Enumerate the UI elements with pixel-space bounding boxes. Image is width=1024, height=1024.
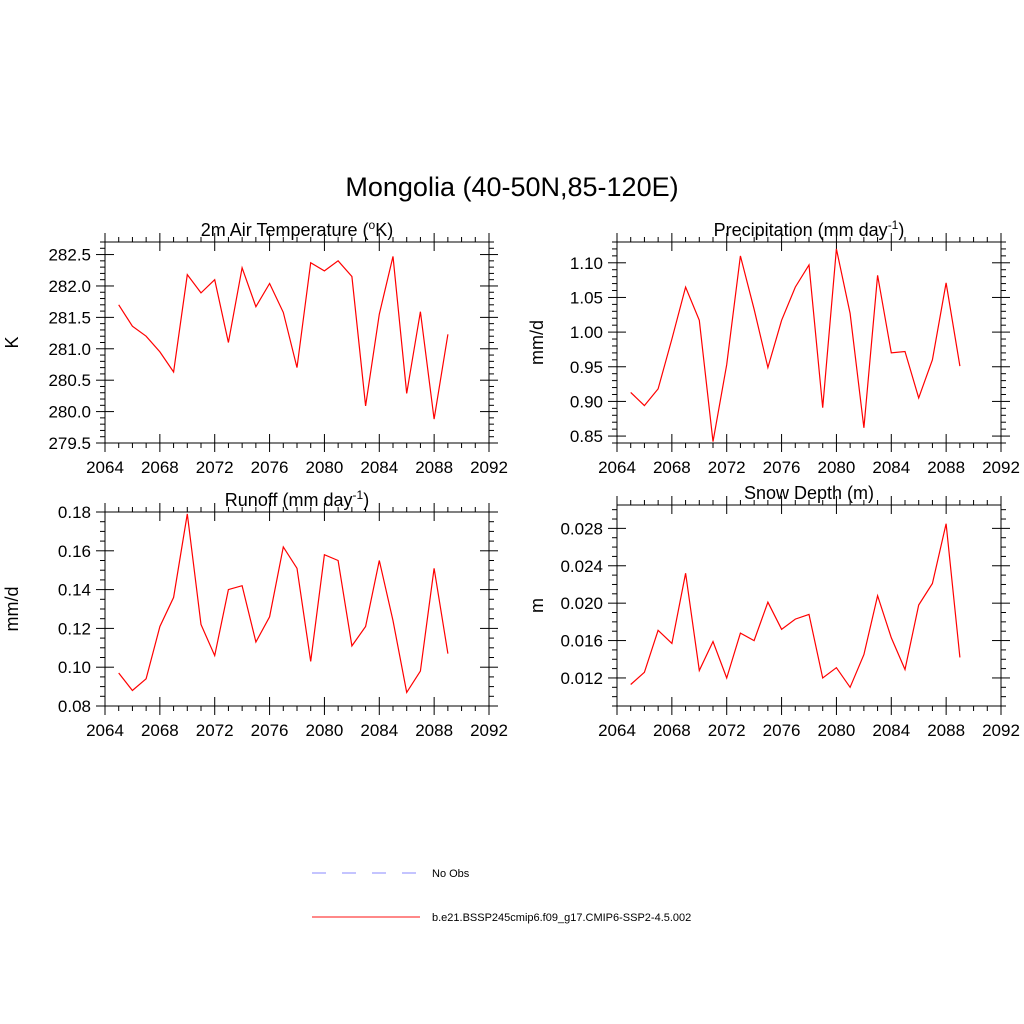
x-tick-label: 2080 — [818, 721, 856, 740]
chart-panel-2: 2064 2068 2072 2076 2080 2084 2088 2092 0.85 0.90… — [527, 218, 1020, 477]
panel-title-tail: K) — [375, 220, 393, 240]
chart-panels: 2064 2068 2072 2076 2080 2084 2088 2092 279.5 280… — [2, 218, 1020, 740]
figure-title: Mongolia (40-50N,85-120E) — [345, 172, 678, 202]
y-tick-label: 0.10 — [58, 658, 91, 677]
y-tick-label: 280.5 — [48, 371, 91, 390]
x-tick-label: 2092 — [982, 721, 1020, 740]
x-tick-label: 2088 — [415, 721, 453, 740]
series-line — [118, 256, 449, 420]
x-tick-label: 2084 — [360, 458, 398, 477]
x-tick-label: 2064 — [86, 721, 124, 740]
legend: No Obs b.e21.BSSP245cmip6.f09_g17.CMIP6-S… — [312, 868, 691, 924]
x-tick-label: 2076 — [251, 458, 289, 477]
legend-label-1: No Obs — [432, 868, 470, 880]
y-tick-label: 280.0 — [48, 403, 91, 422]
series-line — [118, 513, 449, 694]
series-line — [630, 523, 961, 689]
panel-title: Precipitation (mm day-1) — [714, 218, 905, 240]
x-tick-label: 2076 — [251, 721, 289, 740]
chart-panel-4: 2064 2068 2072 2076 2080 2084 2088 2092 0.012 0.0… — [527, 483, 1020, 740]
y-tick-label: 0.020 — [560, 594, 603, 613]
y-tick-label: 0.14 — [58, 581, 91, 600]
y-tick-label: 0.16 — [58, 542, 91, 561]
x-tick-label: 2064 — [598, 721, 636, 740]
y-tick-label: 281.5 — [48, 308, 91, 327]
legend-label-2: b.e21.BSSP245cmip6.f09_g17.CMIP6-SSP2-4.… — [432, 912, 691, 924]
y-axis-label: mm/d — [527, 320, 547, 365]
y-tick-label: 282.0 — [48, 277, 91, 296]
x-tick-label: 2076 — [763, 721, 801, 740]
y-tick-label: 0.12 — [58, 619, 91, 638]
panel-title-tail: ) — [898, 220, 904, 240]
panel-title-main: Snow Depth (m) — [744, 483, 874, 503]
x-tick-label: 2064 — [598, 458, 636, 477]
x-tick-label: 2076 — [763, 458, 801, 477]
x-tick-label: 2068 — [141, 721, 179, 740]
x-tick-label: 2092 — [470, 721, 508, 740]
y-tick-label: 0.016 — [560, 632, 603, 651]
y-tick-label: 0.08 — [58, 697, 91, 716]
x-tick-label: 2080 — [818, 458, 856, 477]
y-tick-label: 1.10 — [570, 254, 603, 273]
y-tick-label: 281.0 — [48, 340, 91, 359]
panel-title-superscript: -1 — [888, 218, 899, 232]
plot-frame — [616, 241, 1002, 444]
panel-title: 2m Air Temperature (oK) — [201, 218, 393, 240]
y-tick-label: 0.012 — [560, 669, 603, 688]
y-axis-label: m — [527, 598, 547, 613]
panel-title-superscript: o — [369, 218, 376, 232]
x-tick-label: 2084 — [872, 458, 910, 477]
x-tick-label: 2064 — [86, 458, 124, 477]
x-tick-label: 2084 — [872, 721, 910, 740]
y-tick-label: 0.95 — [570, 358, 603, 377]
panel-title: Runoff (mm day-1) — [225, 488, 369, 510]
x-tick-label: 2072 — [708, 721, 746, 740]
x-tick-label: 2072 — [196, 721, 234, 740]
y-axis-label: mm/d — [2, 587, 22, 632]
x-tick-label: 2084 — [360, 721, 398, 740]
panel-title: Snow Depth (m) — [744, 483, 874, 503]
plot-frame — [104, 241, 490, 444]
x-tick-label: 2072 — [708, 458, 746, 477]
chart-panel-1: 2064 2068 2072 2076 2080 2084 2088 2092 279.5 280… — [2, 218, 508, 477]
x-tick-label: 2068 — [141, 458, 179, 477]
y-axis-label: K — [2, 336, 22, 348]
panel-title-main: 2m Air Temperature ( — [201, 220, 369, 240]
y-tick-label: 279.5 — [48, 434, 91, 453]
x-tick-label: 2080 — [306, 458, 344, 477]
panel-title-main: Runoff (mm day — [225, 490, 353, 510]
x-tick-label: 2092 — [982, 458, 1020, 477]
y-tick-label: 0.18 — [58, 503, 91, 522]
x-tick-label: 2080 — [306, 721, 344, 740]
plot-frame — [104, 511, 490, 707]
series-line — [630, 248, 961, 442]
y-tick-label: 0.85 — [570, 427, 603, 446]
y-tick-label: 0.028 — [560, 519, 603, 538]
x-tick-label: 2088 — [927, 458, 965, 477]
y-tick-label: 1.05 — [570, 288, 603, 307]
x-tick-label: 2088 — [927, 721, 965, 740]
y-tick-label: 282.5 — [48, 246, 91, 265]
chart-panel-3: 2064 2068 2072 2076 2080 2084 2088 2092 0.08 0.10… — [2, 488, 508, 740]
y-tick-label: 0.90 — [570, 392, 603, 411]
panel-title-tail: ) — [363, 490, 369, 510]
x-tick-label: 2092 — [470, 458, 508, 477]
x-tick-label: 2072 — [196, 458, 234, 477]
x-tick-label: 2088 — [415, 458, 453, 477]
x-tick-label: 2068 — [653, 721, 691, 740]
y-tick-label: 0.024 — [560, 557, 603, 576]
panel-title-superscript: -1 — [353, 488, 364, 502]
x-tick-label: 2068 — [653, 458, 691, 477]
panel-title-main: Precipitation (mm day — [714, 220, 888, 240]
y-tick-label: 1.00 — [570, 323, 603, 342]
